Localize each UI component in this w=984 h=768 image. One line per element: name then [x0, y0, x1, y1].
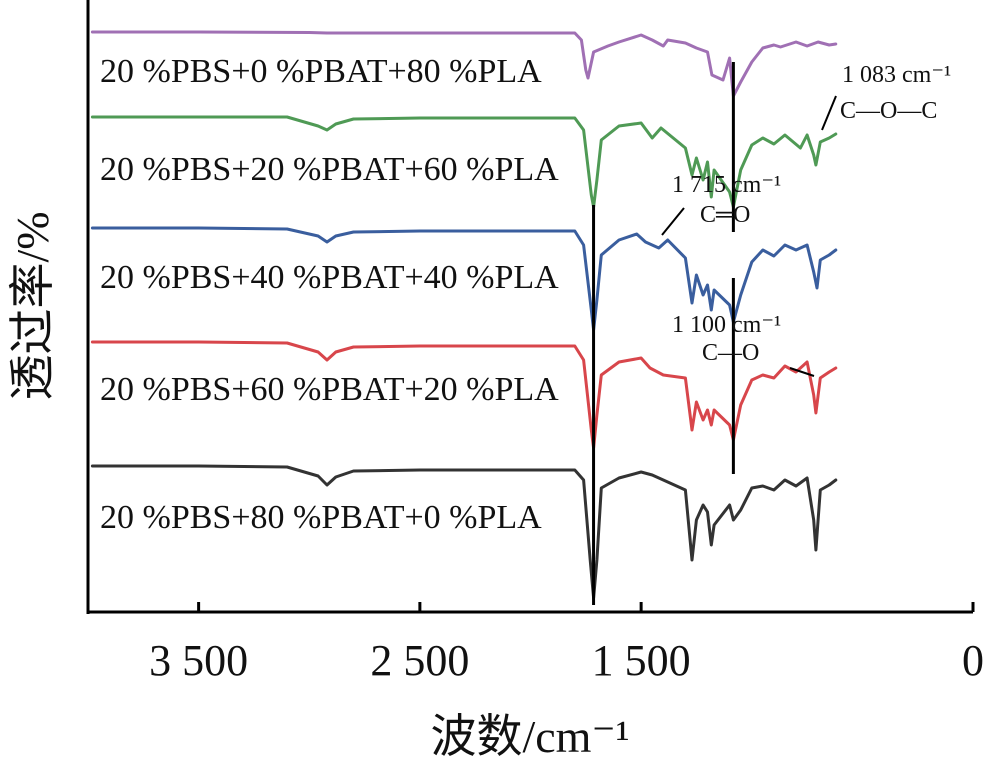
series-line-4	[90, 464, 838, 600]
series-label-3: 20 %PBS+60 %PBAT+20 %PLA	[100, 371, 559, 408]
x-ticks-group: 3 500 2 500 1 500 0	[149, 602, 984, 685]
annotation-leader-0	[821, 95, 837, 131]
annotation-bond-2: C—O	[702, 340, 759, 366]
series-label-0: 20 %PBS+0 %PBAT+80 %PLA	[100, 53, 542, 90]
x-tick-label: 0	[962, 636, 984, 685]
x-axis-title: 波数/cm⁻¹	[430, 711, 629, 762]
x-tick-label: 3 500	[149, 636, 248, 685]
marker-lines-group	[592, 62, 735, 605]
x-tick-label: 1 500	[592, 636, 691, 685]
y-axis-title: 透过率/%	[7, 211, 58, 400]
annotation-leader-1	[661, 207, 685, 236]
annotation-wavenumber-1: 1 715 cm⁻¹	[672, 172, 781, 198]
series-label-2: 20 %PBS+40 %PBAT+40 %PLA	[100, 259, 559, 296]
annotations-group: 1 083 cm⁻¹ C—O—C 1 715 cm⁻¹ C═O 1 100 cm⁻¹C—…	[661, 62, 951, 377]
series-labels-group: 20 %PBS+0 %PBAT+80 %PLA 20 %PBS+20 %PBAT+…	[100, 53, 559, 536]
annotation-bond-0: C—O—C	[840, 98, 937, 124]
series-line-0	[90, 30, 838, 98]
annotation-bond-1: C═O	[700, 202, 750, 228]
series-label-4: 20 %PBS+80 %PBAT+0 %PLA	[100, 499, 542, 536]
annotation-wavenumber-2: 1 100 cm⁻¹	[672, 312, 781, 338]
series-line-1	[90, 115, 838, 209]
annotation-leader-2	[789, 367, 815, 377]
annotation-wavenumber-0: 1 083 cm⁻¹	[842, 62, 951, 88]
series-line-2	[90, 226, 838, 332]
axes-group	[86, 0, 973, 614]
x-tick-label: 2 500	[370, 636, 469, 685]
series-label-1: 20 %PBS+20 %PBAT+60 %PLA	[100, 151, 559, 188]
